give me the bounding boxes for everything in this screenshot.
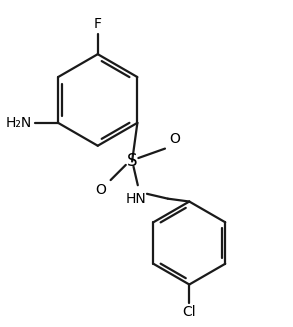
Text: F: F (94, 17, 102, 31)
Text: O: O (169, 132, 180, 146)
Text: HN: HN (126, 192, 147, 205)
Text: Cl: Cl (183, 305, 196, 319)
Text: S: S (127, 152, 137, 170)
Text: H₂N: H₂N (6, 116, 32, 130)
Text: O: O (96, 183, 106, 197)
